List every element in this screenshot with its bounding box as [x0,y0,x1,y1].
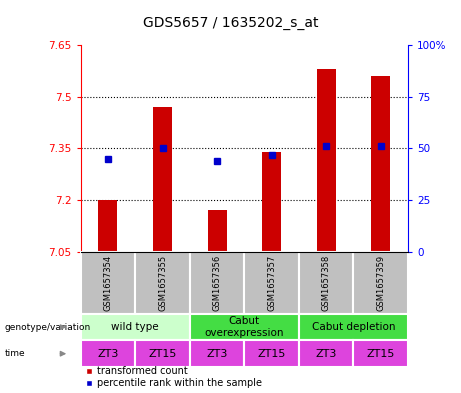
Text: GSM1657356: GSM1657356 [213,255,222,311]
Bar [190,340,244,367]
Text: wild type: wild type [112,322,159,332]
Bar [135,252,190,314]
Bar [317,69,336,252]
Bar [299,340,354,367]
Text: GSM1657357: GSM1657357 [267,255,276,311]
Bar [354,340,408,367]
Bar [190,252,244,314]
Bar [153,107,172,252]
Bar [299,252,354,314]
Text: Cabut
overexpression: Cabut overexpression [205,316,284,338]
Text: ZT3: ZT3 [207,349,228,359]
Bar [244,252,299,314]
Bar [371,76,390,252]
Bar [81,252,135,314]
Text: ZT3: ZT3 [315,349,337,359]
Bar [244,340,299,367]
Text: GSM1657354: GSM1657354 [103,255,112,311]
Bar [207,210,227,252]
Text: Cabut depletion: Cabut depletion [312,322,395,332]
Text: GDS5657 / 1635202_s_at: GDS5657 / 1635202_s_at [143,16,318,30]
Text: genotype/variation: genotype/variation [5,323,91,332]
Text: ZT15: ZT15 [257,349,286,359]
Text: GSM1657358: GSM1657358 [322,255,331,311]
Text: GSM1657359: GSM1657359 [376,255,385,311]
Bar [354,252,408,314]
Bar [262,152,281,252]
Bar [81,314,190,340]
Text: ZT15: ZT15 [366,349,395,359]
Text: ZT15: ZT15 [148,349,177,359]
Text: ZT3: ZT3 [97,349,118,359]
Bar [81,340,135,367]
Text: time: time [5,349,25,358]
Bar [190,314,299,340]
Legend: transformed count, percentile rank within the sample: transformed count, percentile rank withi… [86,366,262,388]
Text: GSM1657355: GSM1657355 [158,255,167,311]
Bar [299,314,408,340]
Bar [98,200,118,252]
Bar [135,340,190,367]
